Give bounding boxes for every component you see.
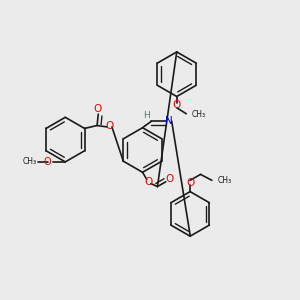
- Text: O: O: [172, 100, 181, 110]
- Text: O: O: [105, 122, 113, 131]
- Text: O: O: [166, 174, 174, 184]
- Text: N: N: [165, 116, 173, 126]
- Text: CH₃: CH₃: [23, 157, 37, 166]
- Text: O: O: [44, 157, 52, 167]
- Text: CH₃: CH₃: [192, 110, 206, 119]
- Text: H: H: [143, 111, 149, 120]
- Text: O: O: [144, 177, 153, 187]
- Text: O: O: [94, 104, 102, 114]
- Text: O: O: [186, 178, 194, 188]
- Text: CH₃: CH₃: [217, 176, 231, 185]
